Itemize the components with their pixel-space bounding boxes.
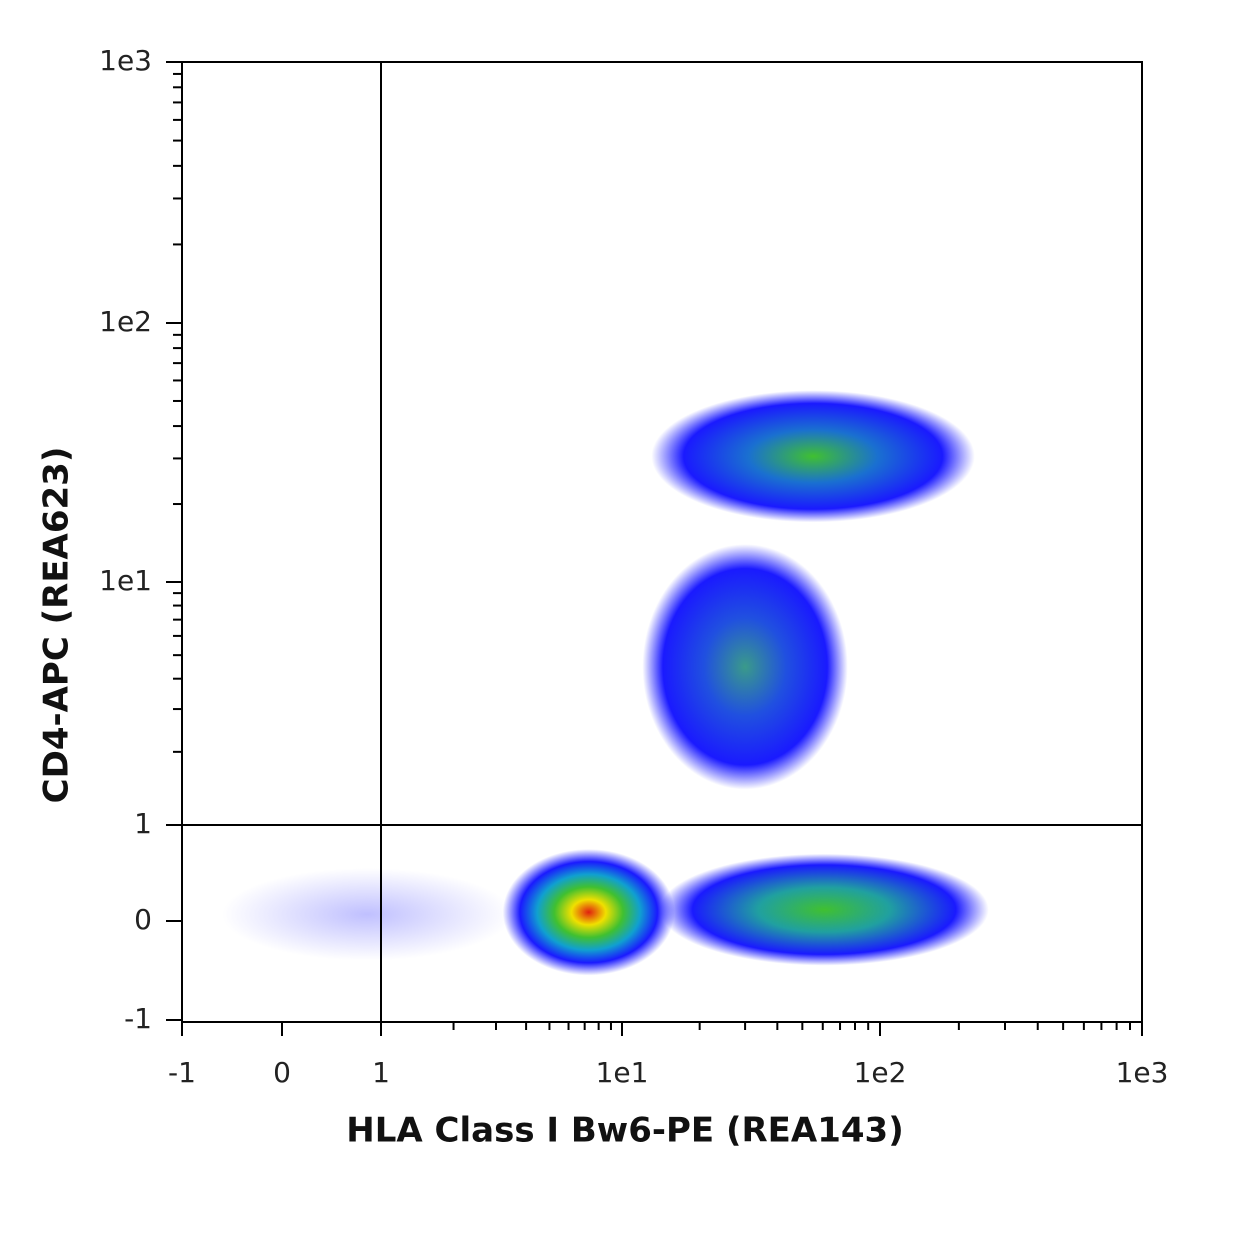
y-tick-label: 0 xyxy=(134,903,152,936)
x-axis-title: HLA Class I Bw6-PE (REA143) xyxy=(346,1111,903,1151)
x-tick-label: 1e2 xyxy=(854,1056,907,1089)
y-tick-label: 1 xyxy=(134,807,152,840)
y-tick-label: 1e3 xyxy=(99,44,152,77)
cell-population xyxy=(222,868,513,961)
cell-population xyxy=(659,853,989,966)
x-tick-label: 1e1 xyxy=(596,1056,649,1089)
y-axis-title: CD4-APC (REA623) xyxy=(37,447,77,804)
x-tick-label: 1 xyxy=(372,1056,390,1089)
y-tick-label: 1e2 xyxy=(99,305,152,338)
x-tick-label: -1 xyxy=(168,1056,196,1089)
y-tick-label: -1 xyxy=(124,1002,152,1035)
plot-frame xyxy=(181,61,1143,1023)
y-tick-label: 1e1 xyxy=(99,564,152,597)
cell-population xyxy=(642,544,848,790)
cell-population xyxy=(502,849,675,976)
x-tick-label: 1e3 xyxy=(1116,1056,1169,1089)
x-tick-label: 0 xyxy=(273,1056,291,1089)
cell-population xyxy=(651,390,975,523)
